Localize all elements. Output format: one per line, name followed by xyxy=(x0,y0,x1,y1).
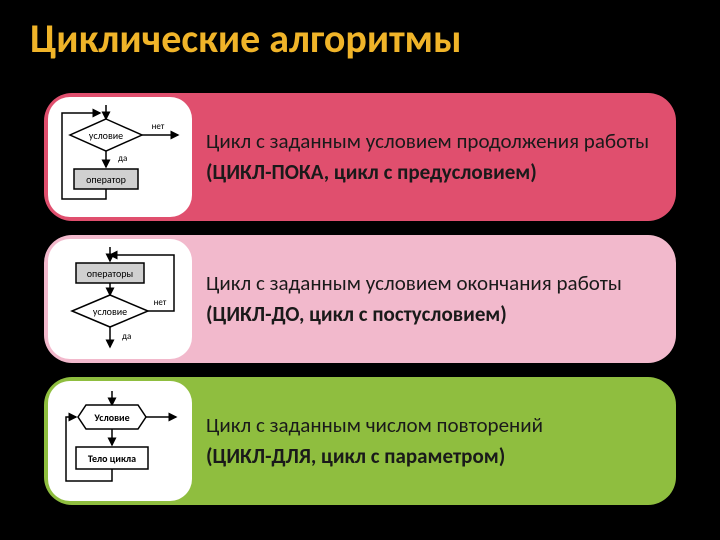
loop-card-while: условие нет да оператор Цикл с заданным … xyxy=(44,93,676,221)
card-subtitle: (ЦИКЛ-ДЛЯ, цикл с параметром) xyxy=(206,444,662,469)
card-list: условие нет да оператор Цикл с заданным … xyxy=(0,71,720,505)
card-text-for: Цикл с заданным числом повторений (ЦИКЛ-… xyxy=(196,377,676,505)
for-diagram-icon: Условие Тело цикла xyxy=(48,381,192,501)
yes-label: да xyxy=(118,153,127,164)
no-label: нет xyxy=(152,121,165,132)
loop-card-for: Условие Тело цикла Цикл с заданным число… xyxy=(44,377,676,505)
no-label: нет xyxy=(154,297,167,308)
card-text-while: Цикл с заданным условием продолжения раб… xyxy=(196,93,676,221)
card-desc: Цикл с заданным условием продолжения раб… xyxy=(206,129,662,154)
do-while-diagram-icon: операторы условие нет да xyxy=(48,239,192,359)
card-desc: Цикл с заданным числом повторений xyxy=(206,413,662,438)
cond-label: условие xyxy=(93,305,127,318)
card-subtitle: (ЦИКЛ-ПОКА, цикл с предусловием) xyxy=(206,160,662,185)
while-diagram-icon: условие нет да оператор xyxy=(48,97,192,217)
loop-card-do-while: операторы условие нет да Цикл с заданным… xyxy=(44,235,676,363)
body-label: операторы xyxy=(87,267,133,280)
card-desc: Цикл с заданным условием окончания работ… xyxy=(206,271,662,296)
body-label: оператор xyxy=(86,173,126,186)
body-label: Тело цикла xyxy=(88,452,136,465)
card-text-do-while: Цикл с заданным условием окончания работ… xyxy=(196,235,676,363)
page-title: Циклические алгоритмы xyxy=(0,0,720,71)
cond-label: Условие xyxy=(93,411,129,424)
yes-label: да xyxy=(122,331,131,342)
cond-label: условие xyxy=(89,129,123,142)
card-subtitle: (ЦИКЛ-ДО, цикл с постусловием) xyxy=(206,302,662,327)
